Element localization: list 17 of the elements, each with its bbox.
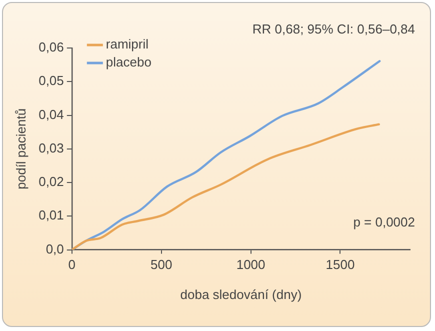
- legend-label: placebo: [106, 54, 152, 70]
- x-tick-label: 0: [68, 257, 76, 272]
- y-tick-label: 0,05: [38, 73, 64, 88]
- y-axis-title: podíl pacientů: [13, 108, 28, 190]
- y-tick-label: 0,03: [38, 140, 64, 156]
- y-tick-label: 0,06: [38, 40, 64, 55]
- x-axis-title: doba sledování (dny): [180, 286, 302, 302]
- y-tick-label: 0,02: [38, 174, 64, 190]
- x-tick-label: 1500: [326, 257, 355, 272]
- text: RR 0,68; 95% CI: 0,56–0,84: [252, 22, 415, 37]
- legend-label: ramipril: [106, 36, 149, 52]
- y-tick-label: 0,04: [38, 106, 64, 122]
- x-tick-label: 500: [150, 257, 172, 272]
- x-tick-label: 1000: [236, 257, 266, 272]
- y-tick-label: 0,0: [46, 241, 64, 256]
- annotation: p = 0,0002: [353, 214, 415, 230]
- y-tick-label: 0,01: [38, 208, 64, 223]
